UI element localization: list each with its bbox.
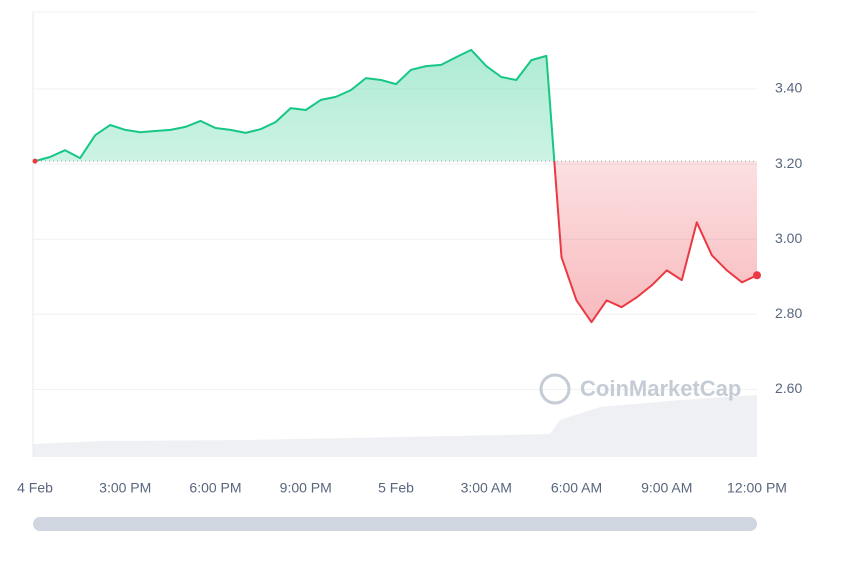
plot xyxy=(32,48,761,324)
x-tick-label: 6:00 AM xyxy=(551,480,602,496)
x-tick-label: 12:00 PM xyxy=(727,480,787,496)
x-tick-label: 5 Feb xyxy=(378,480,414,496)
x-tick-label: 3:00 AM xyxy=(461,480,512,496)
start-dot xyxy=(32,158,38,164)
y-tick-label: 2.60 xyxy=(775,380,802,396)
watermark-logo xyxy=(539,373,571,405)
y-tick-label: 2.80 xyxy=(775,305,802,321)
price-line xyxy=(34,48,758,324)
y-tick-label: 3.20 xyxy=(775,155,802,171)
watermark: CoinMarketCap xyxy=(539,373,741,405)
volume-area xyxy=(33,395,757,457)
x-tick-label: 4 Feb xyxy=(17,480,53,496)
y-tick-label: 3.00 xyxy=(775,230,802,246)
end-dot xyxy=(753,271,761,280)
x-tick-label: 3:00 PM xyxy=(99,480,151,496)
area-up xyxy=(35,49,757,162)
area-down xyxy=(35,161,757,323)
x-tick-label: 9:00 AM xyxy=(641,480,692,496)
scrollbar[interactable] xyxy=(33,517,757,531)
y-tick-label: 3.40 xyxy=(775,80,802,96)
x-tick-label: 9:00 PM xyxy=(280,480,332,496)
watermark-text: CoinMarketCap xyxy=(580,376,741,401)
x-tick-label: 6:00 PM xyxy=(189,480,241,496)
